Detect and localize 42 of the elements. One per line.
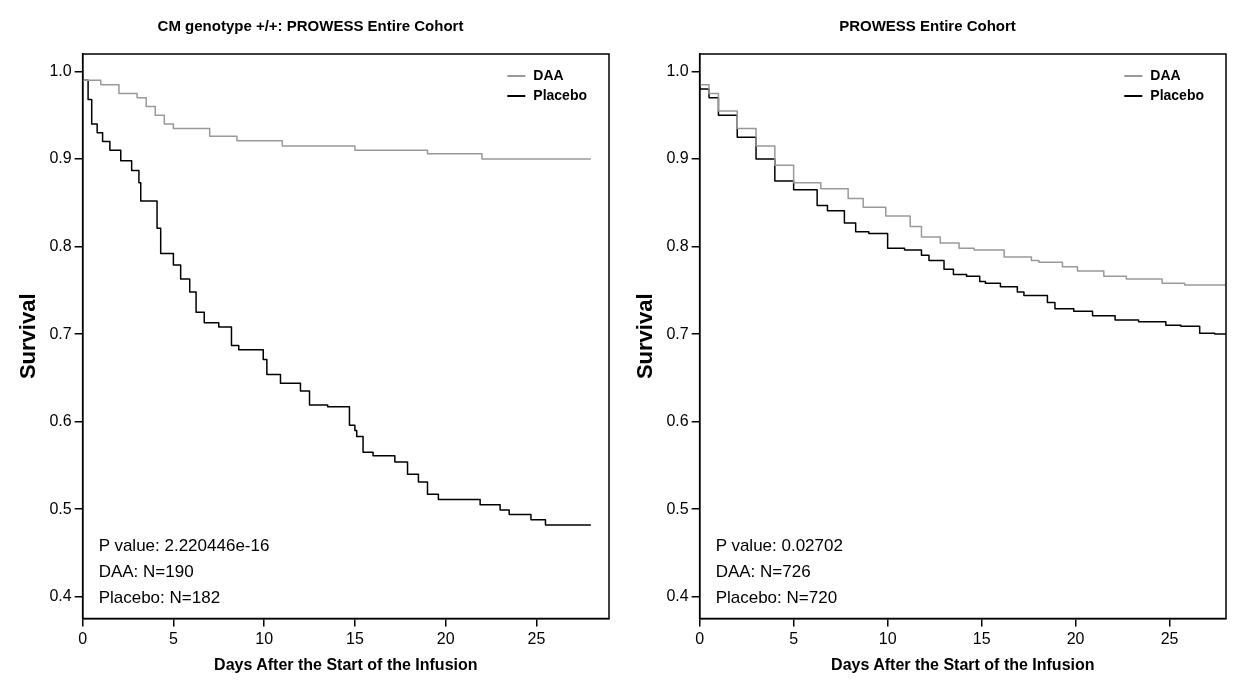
annotation: DAA: N=726 xyxy=(715,562,811,582)
x-axis-title: Days After the Start of the Infusion xyxy=(214,655,478,673)
y-tick-label: 0.8 xyxy=(666,236,689,254)
legend-label: DAA xyxy=(533,66,564,83)
y-axis-title: Survival xyxy=(632,293,658,380)
x-tick-label: 20 xyxy=(1066,629,1085,647)
y-tick-label: 0.6 xyxy=(49,412,72,430)
chart-title: PROWESS Entire Cohort xyxy=(839,17,1016,35)
y-tick-label: 1.0 xyxy=(49,61,72,79)
x-tick-label: 15 xyxy=(346,629,364,647)
y-axis-title: Survival xyxy=(15,293,41,380)
x-axis-title: Days After the Start of the Infusion xyxy=(831,655,1095,673)
y-tick-label: 0.5 xyxy=(49,499,72,517)
y-tick-label: 0.9 xyxy=(666,149,689,167)
y-tick-label: 0.9 xyxy=(49,149,72,167)
x-tick-label: 20 xyxy=(436,629,455,647)
y-tick-label: 0.4 xyxy=(49,587,72,605)
annotation: DAA: N=190 xyxy=(98,562,194,582)
y-tick-label: 0.4 xyxy=(666,587,689,605)
x-tick-label: 0 xyxy=(695,629,705,647)
x-tick-label: 5 xyxy=(789,629,799,647)
y-tick-label: 1.0 xyxy=(666,61,689,79)
x-tick-label: 10 xyxy=(878,629,897,647)
y-tick-label: 0.5 xyxy=(666,499,689,517)
legend-label: Placebo xyxy=(1150,86,1205,103)
x-tick-label: 0 xyxy=(78,629,88,647)
annotation: Placebo: N=720 xyxy=(715,588,838,608)
annotation: Placebo: N=182 xyxy=(98,588,221,608)
annotation: P value: 0.02702 xyxy=(715,536,843,556)
y-tick-label: 0.7 xyxy=(666,324,689,342)
x-tick-label: 15 xyxy=(972,629,991,647)
y-tick-label: 0.7 xyxy=(49,324,72,342)
chart-title: CM genotype +/+: PROWESS Entire Cohort xyxy=(157,17,464,35)
x-tick-label: 10 xyxy=(255,629,274,647)
x-tick-label: 25 xyxy=(1160,629,1179,647)
annotation: P value: 2.220446e-16 xyxy=(98,536,270,556)
y-tick-label: 0.6 xyxy=(666,412,689,430)
x-tick-label: 25 xyxy=(527,629,546,647)
legend-label: DAA xyxy=(1150,66,1181,83)
legend-label: Placebo xyxy=(533,86,588,103)
x-tick-label: 5 xyxy=(168,629,178,647)
y-tick-label: 0.8 xyxy=(49,236,72,254)
